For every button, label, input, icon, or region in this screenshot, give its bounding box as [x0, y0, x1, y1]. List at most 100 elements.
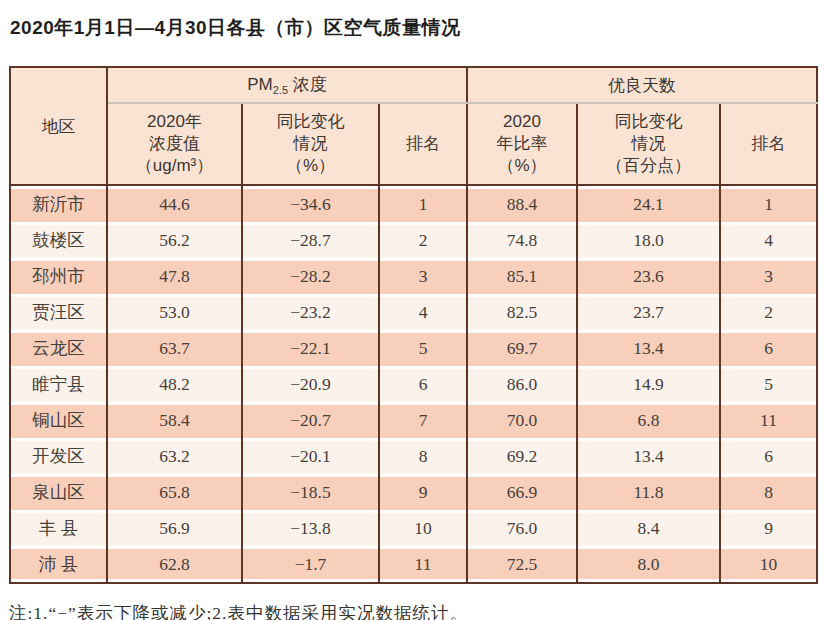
days-rank-cell: 8 [720, 474, 817, 510]
pm-rank-cell: 6 [379, 366, 467, 402]
group-header-good-days: 优良天数 [467, 67, 817, 103]
pm-value-cell: 47.8 [107, 258, 242, 294]
pm-value-cell: 58.4 [107, 402, 242, 438]
days-change-cell: 8.0 [577, 546, 720, 583]
pm-value-cell: 48.2 [107, 366, 242, 402]
footnote: 注:1.“−”表示下降或减少;2.表中数据采用实况数据统计。 [9, 601, 825, 620]
pm-change-cell: −20.1 [242, 438, 379, 474]
pm-rank-cell: 10 [379, 510, 467, 546]
pm-change-cell: −28.7 [242, 222, 379, 258]
pm-value-cell: 53.0 [107, 294, 242, 330]
pm-change-cell: −1.7 [242, 546, 379, 583]
days-ratio-cell: 70.0 [467, 402, 577, 438]
days-change-cell: 23.6 [577, 258, 720, 294]
column-header-days-change: 同比变化 情况 （百分点） [577, 103, 720, 185]
days-change-cell: 13.4 [577, 330, 720, 366]
days-rank-cell: 1 [720, 185, 817, 222]
region-cell: 沛 县 [10, 546, 107, 583]
table-row: 睢宁县48.2−20.9686.014.95 [10, 366, 817, 402]
pm-change-cell: −22.1 [242, 330, 379, 366]
region-cell: 鼓楼区 [10, 222, 107, 258]
page-title: 2020年1月1日—4月30日各县（市）区空气质量情况 [10, 15, 825, 41]
table-body: 新沂市44.6−34.6188.424.11鼓楼区56.2−28.7274.81… [10, 185, 817, 583]
days-change-cell: 6.8 [577, 402, 720, 438]
pm-change-cell: −23.2 [242, 294, 379, 330]
days-ratio-cell: 76.0 [467, 510, 577, 546]
table-row: 丰 县56.9−13.81076.08.49 [10, 510, 817, 546]
pm-value-cell: 63.2 [107, 438, 242, 474]
region-cell: 云龙区 [10, 330, 107, 366]
column-header-days-ratio: 2020 年比率 （%） [467, 103, 577, 185]
days-change-cell: 14.9 [577, 366, 720, 402]
group-header-row: 地区 PM2.5 浓度 优良天数 [10, 67, 817, 103]
air-quality-table: 地区 PM2.5 浓度 优良天数 2020年 浓度值 （ug/m³） 同比变化 … [9, 66, 818, 584]
pm-rank-cell: 7 [379, 402, 467, 438]
column-header-pm-value: 2020年 浓度值 （ug/m³） [107, 103, 242, 185]
region-cell: 新沂市 [10, 185, 107, 222]
days-rank-cell: 9 [720, 510, 817, 546]
pm-rank-cell: 8 [379, 438, 467, 474]
days-ratio-cell: 85.1 [467, 258, 577, 294]
pm-change-cell: −34.6 [242, 185, 379, 222]
pm-value-cell: 44.6 [107, 185, 242, 222]
region-cell: 贾汪区 [10, 294, 107, 330]
pm-value-cell: 62.8 [107, 546, 242, 583]
pm-value-cell: 65.8 [107, 474, 242, 510]
days-ratio-cell: 74.8 [467, 222, 577, 258]
pm-rank-cell: 9 [379, 474, 467, 510]
table-row: 泉山区65.8−18.5966.911.88 [10, 474, 817, 510]
pm25-suffix: 浓度 [288, 75, 327, 94]
pm25-subscript: 2.5 [273, 85, 288, 97]
days-change-cell: 23.7 [577, 294, 720, 330]
days-rank-cell: 2 [720, 294, 817, 330]
pm-change-cell: −18.5 [242, 474, 379, 510]
days-rank-cell: 10 [720, 546, 817, 583]
days-rank-cell: 11 [720, 402, 817, 438]
region-cell: 泉山区 [10, 474, 107, 510]
days-change-cell: 24.1 [577, 185, 720, 222]
days-rank-cell: 6 [720, 330, 817, 366]
region-cell: 邳州市 [10, 258, 107, 294]
pm-rank-cell: 5 [379, 330, 467, 366]
days-change-cell: 8.4 [577, 510, 720, 546]
days-change-cell: 18.0 [577, 222, 720, 258]
table-header: 地区 PM2.5 浓度 优良天数 2020年 浓度值 （ug/m³） 同比变化 … [10, 67, 817, 185]
pm-value-cell: 63.7 [107, 330, 242, 366]
pm-value-cell: 56.9 [107, 510, 242, 546]
days-ratio-cell: 86.0 [467, 366, 577, 402]
days-ratio-cell: 66.9 [467, 474, 577, 510]
pm-change-cell: −20.9 [242, 366, 379, 402]
table-row: 铜山区58.4−20.7770.06.811 [10, 402, 817, 438]
pm-rank-cell: 3 [379, 258, 467, 294]
table-row: 开发区63.2−20.1869.213.46 [10, 438, 817, 474]
table-row: 邳州市47.8−28.2385.123.63 [10, 258, 817, 294]
pm-rank-cell: 1 [379, 185, 467, 222]
pm-rank-cell: 11 [379, 546, 467, 583]
days-rank-cell: 5 [720, 366, 817, 402]
pm-change-cell: −13.8 [242, 510, 379, 546]
column-header-pm-rank: 排名 [379, 103, 467, 185]
table-row: 鼓楼区56.2−28.7274.818.04 [10, 222, 817, 258]
days-rank-cell: 6 [720, 438, 817, 474]
column-header-days-rank: 排名 [720, 103, 817, 185]
region-cell: 丰 县 [10, 510, 107, 546]
days-ratio-cell: 72.5 [467, 546, 577, 583]
days-ratio-cell: 69.7 [467, 330, 577, 366]
table-row: 云龙区63.7−22.1569.713.46 [10, 330, 817, 366]
table-row: 贾汪区53.0−23.2482.523.72 [10, 294, 817, 330]
region-cell: 睢宁县 [10, 366, 107, 402]
sub-header-row: 2020年 浓度值 （ug/m³） 同比变化 情况 （%） 排名 2020 年比… [10, 103, 817, 185]
pm-rank-cell: 2 [379, 222, 467, 258]
column-header-pm-change: 同比变化 情况 （%） [242, 103, 379, 185]
pm-change-cell: −20.7 [242, 402, 379, 438]
days-ratio-cell: 69.2 [467, 438, 577, 474]
days-change-cell: 13.4 [577, 438, 720, 474]
days-ratio-cell: 82.5 [467, 294, 577, 330]
table-row: 新沂市44.6−34.6188.424.11 [10, 185, 817, 222]
region-cell: 开发区 [10, 438, 107, 474]
column-header-region: 地区 [10, 67, 107, 185]
group-header-pm25: PM2.5 浓度 [107, 67, 467, 103]
pm-change-cell: −28.2 [242, 258, 379, 294]
table-row: 沛 县62.8−1.71172.58.010 [10, 546, 817, 583]
pm-rank-cell: 4 [379, 294, 467, 330]
